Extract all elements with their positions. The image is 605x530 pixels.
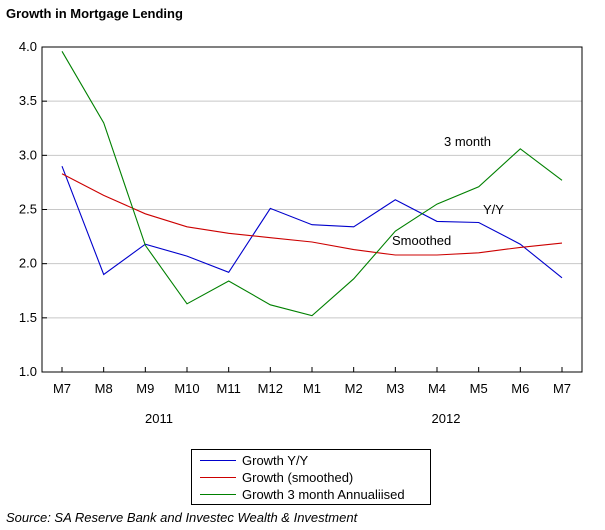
series-lines: [61, 51, 563, 317]
x-tick-label: M11: [217, 381, 241, 396]
series-line-2: [61, 51, 563, 317]
x-tick-label: M6: [511, 381, 529, 396]
x-tick-label: M3: [386, 381, 404, 396]
year-label-2011: 2011: [145, 411, 173, 426]
legend-label: Growth (smoothed): [242, 470, 354, 485]
year-label-2012: 2012: [432, 411, 461, 426]
legend-item: Growth Y/Y: [200, 452, 430, 469]
legend-item: Growth (smoothed): [200, 469, 430, 486]
annotation-yy: Y/Y: [483, 202, 504, 217]
y-tick-label: 3.0: [19, 147, 37, 162]
annotation-smoothed: Smoothed: [392, 233, 451, 248]
chart-title: Growth in Mortgage Lending: [6, 6, 183, 21]
annotation-3-month: 3 month: [444, 134, 491, 149]
y-tick-label: 4.0: [19, 39, 37, 54]
legend-swatch-3-month: [200, 494, 236, 495]
x-axis: M7 M8 M9 M10 M11 M12 M1 M2 M3 M4 M5 M6 M7: [53, 367, 571, 396]
x-tick-label: M10: [174, 381, 199, 396]
legend-label: Growth Y/Y: [242, 453, 309, 468]
source-note: Source: SA Reserve Bank and Investec Wea…: [6, 510, 358, 525]
legend-label: Growth 3 month Annualiised: [242, 487, 405, 502]
legend-item: Growth 3 month Annualiised: [200, 486, 430, 503]
x-tick-label: M2: [345, 381, 363, 396]
x-tick-label: M1: [303, 381, 321, 396]
x-tick-label: M12: [258, 381, 283, 396]
legend: Growth Y/Y Growth (smoothed) Growth 3 mo…: [191, 449, 431, 505]
y-axis: 1.0 1.5 2.0 2.5 3.0 3.5 4.0: [19, 39, 47, 379]
series-line-1: [61, 173, 563, 256]
x-tick-label: M8: [95, 381, 113, 396]
y-tick-label: 2.0: [19, 256, 37, 271]
y-tick-label: 3.5: [19, 93, 37, 108]
x-tick-label: M4: [428, 381, 446, 396]
gridlines: [42, 100, 582, 319]
legend-swatch-smoothed: [200, 477, 236, 478]
x-tick-label: M5: [470, 381, 488, 396]
x-tick-label: M9: [136, 381, 154, 396]
y-tick-label: 1.5: [19, 310, 37, 325]
y-tick-label: 2.5: [19, 202, 37, 217]
legend-swatch-yy: [200, 460, 236, 461]
y-tick-label: 1.0: [19, 364, 37, 379]
x-tick-label: M7: [53, 381, 71, 396]
x-tick-label: M7: [553, 381, 571, 396]
line-chart: 1.01.52.02.53.03.54.0 M7 M8 M9 M10 M11 M12 M1 M…: [19, 39, 583, 426]
